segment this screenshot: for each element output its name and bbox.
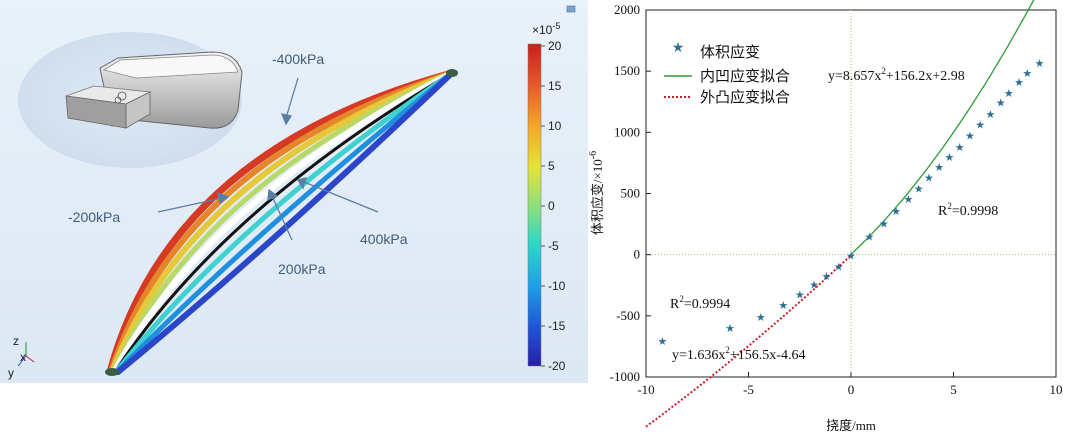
data-point-star: ★ (934, 162, 944, 174)
convex-fit-equation: y=1.636x2+156.5x-4.64 (672, 345, 805, 363)
data-point-star: ★ (657, 336, 667, 348)
y-tick-label: 2000 (614, 2, 640, 17)
legend-marker-star-icon: ★ (672, 41, 685, 56)
concave-fit-r2: R2=0.9998 (938, 201, 998, 219)
beam-neutral-white (111, 70, 455, 375)
data-point-star: ★ (846, 250, 856, 262)
axis-triad (17, 342, 35, 367)
triad-y-label: y (8, 366, 14, 380)
chart-panel: ★ ★ ★ ★ ★ ★ ★ ★ ★ ★ ★ ★ ★ ★ ★ ★ ★ ★ ★ ★ ★ ★ ★ ★ ★ ★ -10 -5 0 5 10 -10… (588, 0, 1080, 439)
beam-curves (105, 69, 458, 376)
data-point-star: ★ (834, 261, 844, 273)
data-point-star: ★ (778, 300, 788, 312)
y-axis-title: 体积应变/×10-6 (588, 151, 605, 235)
x-axis-ticks: -10 -5 0 5 10 (637, 372, 1063, 397)
label-neg400kpa: -400kPa (272, 51, 324, 67)
beam-pos300 (114, 70, 455, 375)
y-tick-label: 0 (634, 247, 641, 262)
data-point-star: ★ (865, 231, 875, 243)
convex-fit-r2: R2=0.9994 (670, 294, 730, 312)
beam-pos400 (115, 70, 455, 375)
concave-fit-equation: y=8.657x2+156.2x+2.98 (828, 66, 965, 84)
colorbar-tick-label: -10 (548, 279, 566, 293)
colorbar-tick-label: 5 (548, 159, 555, 173)
annotation-arrows (157, 77, 379, 241)
triad-x-label: x (20, 350, 26, 364)
y-axis-ticks: -1000 -500 0 500 1000 1500 2000 (610, 2, 651, 384)
window-restore-icon[interactable] (566, 5, 576, 13)
beam-pos200 (113, 70, 455, 375)
data-point-star: ★ (821, 271, 831, 283)
colorbar-ticks: 20 15 10 5 0 -5 -10 -15 -20 (541, 39, 566, 373)
x-tick-label: 5 (950, 382, 957, 397)
concave-fit-curve (850, 0, 1035, 255)
label-400kpa: 400kPa (360, 231, 408, 247)
data-point-star: ★ (756, 312, 766, 324)
data-point-star: ★ (996, 97, 1006, 109)
colorbar-tick-label: -5 (548, 239, 559, 253)
data-point-star: ★ (879, 218, 889, 230)
colorbar-tick-label: -15 (548, 319, 566, 333)
colorbar-tick-label: 0 (548, 199, 555, 213)
simulation-figure: -400kPa -200kPa 200kPa 400kPa ×10-5 20 15… (8, 5, 576, 380)
colorbar-tick-label: 10 (548, 119, 562, 133)
x-axis-title: 挠度/mm (826, 418, 876, 433)
triad-z-label: z (13, 334, 19, 348)
beam-neutral (113, 71, 454, 374)
label-200kpa: 200kPa (278, 261, 326, 277)
y-tick-label: -1000 (610, 369, 640, 384)
legend-convex-label: 外凸应变拟合 (700, 88, 790, 106)
data-point-star: ★ (795, 289, 805, 301)
data-point-star: ★ (985, 109, 995, 121)
data-point-star: ★ (903, 194, 913, 206)
colorbar-exponent: ×10-5 (532, 21, 560, 37)
legend-scatter-label: 体积应变 (700, 43, 760, 61)
convex-fit-curve (645, 254, 852, 428)
model-3d-body (65, 51, 243, 129)
colorbar-tick-label: -20 (548, 359, 566, 373)
x-tick-label: -10 (637, 382, 654, 397)
reference-lines (646, 10, 1056, 377)
colorbar-tick-label: 20 (548, 39, 562, 53)
y-tick-label: 500 (621, 186, 641, 201)
y-tick-label: 1500 (614, 63, 640, 78)
colorbar-tick-label: 15 (548, 79, 562, 93)
legend: ★ 体积应变 内凹应变拟合 外凸应变拟合 (664, 41, 790, 106)
data-point-star: ★ (965, 130, 975, 142)
colorbar (527, 43, 542, 367)
y-tick-label: -500 (616, 308, 640, 323)
volume-strain-chart: ★★★★★★★★★★★★★★★★★★★★★★★★★★ -10 -5 0 5 10 -10… (588, 0, 1063, 433)
x-tick-label: 10 (1050, 382, 1063, 397)
beam-neg200 (109, 70, 455, 375)
x-tick-label: 0 (848, 382, 855, 397)
beam-neg100 (110, 70, 455, 375)
data-point-star: ★ (914, 184, 924, 196)
data-markers: ★★★★★★★★★★★★★★★★★★★★★★★★★★ (657, 58, 1044, 348)
beam-neg400 (106, 69, 456, 376)
data-point-star: ★ (809, 280, 819, 292)
data-point-star: ★ (924, 173, 934, 185)
data-point-star: ★ (955, 142, 965, 154)
fit-lines (645, 0, 1035, 428)
data-point-star: ★ (975, 119, 985, 131)
data-point-star: ★ (725, 323, 735, 335)
data-point-star: ★ (1014, 77, 1024, 89)
data-point-star: ★ (1004, 88, 1014, 100)
data-point-star: ★ (1035, 58, 1045, 70)
legend-concave-label: 内凹应变拟合 (700, 67, 790, 85)
data-point-star: ★ (891, 206, 901, 218)
label-neg200kpa: -200kPa (68, 209, 120, 225)
y-tick-label: 1000 (614, 124, 640, 139)
data-point-star: ★ (944, 152, 954, 164)
data-point-star: ★ (1022, 68, 1032, 80)
x-tick-label: -5 (743, 382, 754, 397)
beam-neg300 (108, 70, 455, 375)
simulation-panel: -400kPa -200kPa 200kPa 400kPa ×10-5 20 15… (0, 0, 588, 383)
